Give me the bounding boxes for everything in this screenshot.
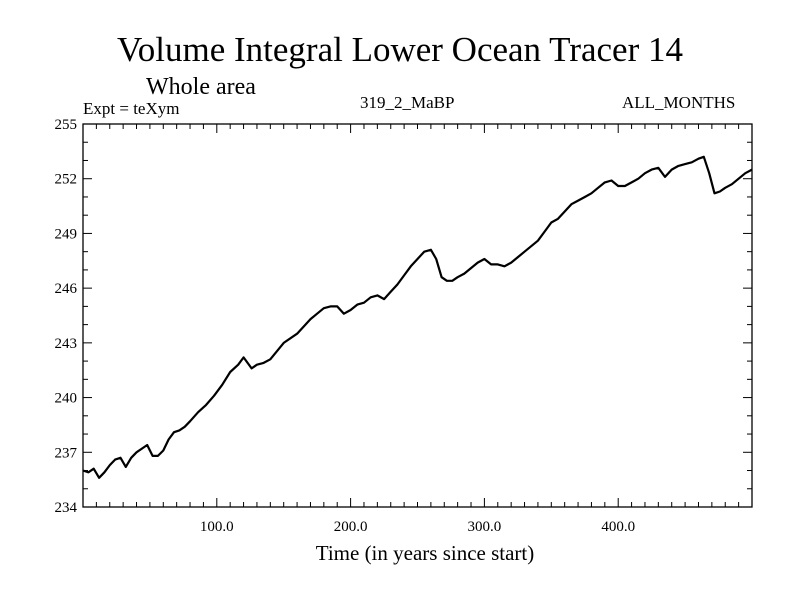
y-tick-label: 237: [55, 445, 78, 461]
experiment-label: Expt = teXym: [83, 99, 180, 118]
x-tick-label: 100.0: [200, 519, 234, 535]
plot-frame: [82, 123, 753, 508]
chart-subtitle: Whole area: [146, 74, 256, 100]
x-tick-label: 400.0: [601, 519, 635, 535]
y-tick-label: 234: [55, 500, 78, 516]
y-tick-label: 252: [55, 172, 78, 188]
y-tick-label: 249: [55, 226, 78, 242]
months-label: ALL_MONTHS: [622, 93, 736, 112]
run-label: 319_2_MaBP: [360, 93, 455, 112]
series-line: [82, 155, 753, 479]
y-tick-label: 246: [55, 281, 78, 297]
y-tick-labels: 234 237 240 243 246 249 252 255: [55, 117, 78, 516]
y-tick-label: 240: [55, 391, 78, 407]
x-tick-label: 200.0: [334, 519, 368, 535]
y-tick-label: 243: [55, 336, 78, 352]
x-tick-label: 300.0: [468, 519, 502, 535]
x-tick-labels: 100.0 200.0 300.0 400.0: [200, 519, 635, 535]
x-axis-label: Time (in years since start): [315, 541, 535, 565]
y-tick-label: 255: [55, 117, 78, 133]
chart-title: Volume Integral Lower Ocean Tracer 14: [117, 30, 683, 69]
axis-ticks: [83, 124, 752, 507]
